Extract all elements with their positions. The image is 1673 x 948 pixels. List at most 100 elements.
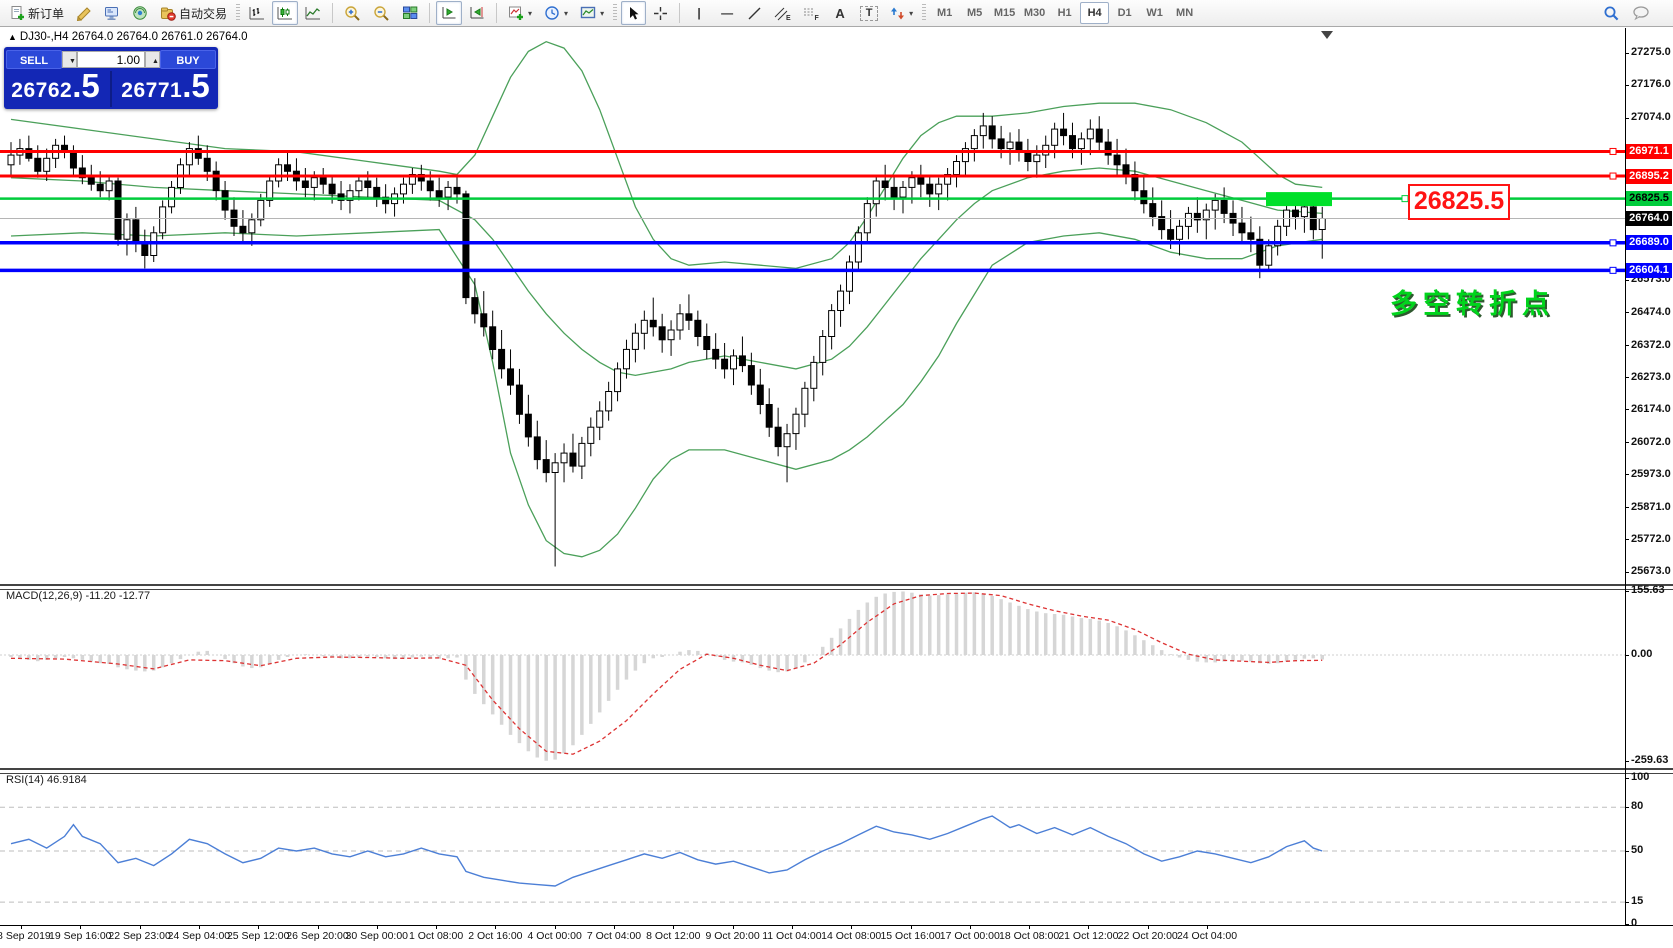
candle (837, 290, 845, 312)
indicators-button[interactable]: ▾ (503, 1, 537, 25)
hline-handle[interactable] (1609, 239, 1617, 247)
terminal-button[interactable] (99, 1, 125, 25)
timeframe-m15[interactable]: M15 (993, 7, 1016, 19)
timeframe-m5[interactable]: M5 (966, 7, 983, 19)
zoom-out-button[interactable] (368, 1, 395, 25)
bar-chart-button[interactable] (244, 1, 270, 25)
candle (1051, 128, 1059, 146)
equidistant-channel-tool[interactable]: E (769, 1, 796, 25)
volume-stepper: ▼ ▲ (62, 51, 160, 68)
search-button[interactable] (1598, 1, 1625, 25)
candle (221, 190, 229, 211)
candlestick-chart-button[interactable] (272, 1, 299, 25)
broadcast-button[interactable] (127, 1, 153, 25)
timeframe-m1[interactable]: M1 (936, 7, 953, 19)
y-axis-tick: 25772.0 (1631, 532, 1671, 545)
rsi-splitter[interactable] (0, 768, 1673, 774)
tile-windows-icon (403, 6, 418, 19)
candle (480, 313, 488, 328)
time-axis-tickmark (436, 925, 438, 929)
green-highlight-rect[interactable] (1266, 192, 1332, 207)
line-chart-button[interactable] (300, 1, 326, 25)
svg-text:E: E (786, 15, 791, 21)
candle (426, 180, 434, 192)
time-axis-tickmark (851, 925, 853, 929)
fibonacci-icon: F (804, 8, 820, 21)
time-axis-label: 22 Sep 23:00 (108, 930, 171, 942)
rsi-canvas[interactable] (0, 772, 1625, 924)
cursor-button[interactable] (621, 1, 647, 25)
chart-shift-button[interactable] (464, 1, 490, 25)
candle (507, 368, 515, 386)
sell-price[interactable]: 26762.5 (4, 69, 107, 107)
hline-handle[interactable] (1609, 147, 1617, 155)
crayon-button[interactable] (71, 1, 97, 25)
timeframe-w1[interactable]: W1 (1146, 7, 1163, 19)
y-axis-tickmark (1625, 474, 1629, 476)
autotrading-label: 自动交易 (179, 6, 228, 21)
autotrading-icon (161, 7, 176, 21)
chart-title: ▲ DJ30-,H4 26764.0 26764.0 26761.0 26764.… (8, 31, 248, 43)
sell-button[interactable]: SELL (6, 50, 62, 69)
candle (774, 426, 782, 448)
buy-price[interactable]: 26771.5 (114, 69, 217, 107)
y-axis-tickmark (1625, 312, 1629, 313)
candle (551, 462, 559, 473)
hline-handle[interactable] (1609, 172, 1617, 180)
periods-button[interactable]: ▾ (539, 1, 573, 25)
macd-splitter[interactable] (0, 584, 1673, 590)
time-axis-tickmark (80, 925, 82, 929)
candle (703, 336, 711, 350)
arrows-tool[interactable]: ▾ (885, 1, 918, 25)
text-tool[interactable]: A (827, 1, 853, 25)
horizontal-line-tool[interactable]: — (714, 1, 740, 25)
autotrading-button[interactable]: 自动交易 (155, 1, 232, 25)
main-chart-canvas[interactable] (0, 28, 1625, 584)
crosshair-button[interactable] (648, 1, 673, 25)
y-axis-tickmark (1625, 409, 1629, 411)
timeframe-d1[interactable]: D1 (1117, 7, 1132, 19)
volume-input[interactable] (77, 51, 145, 68)
timeframe-mn[interactable]: MN (1176, 7, 1194, 19)
hline-handle[interactable] (1609, 266, 1617, 274)
volume-increase-button[interactable]: ▲ (145, 51, 160, 68)
time-axis-label: 24 Sep 04:00 (167, 930, 231, 942)
macd-signal-line (10, 592, 1323, 755)
time-axis-label: 17 Oct 00:00 (939, 930, 1000, 942)
fibonacci-tool[interactable]: F (798, 1, 825, 25)
turning-point-note[interactable]: 多空转折点 (1390, 289, 1555, 319)
trendline-tool[interactable] (742, 1, 767, 25)
macd-axis-tickmark (1625, 590, 1629, 592)
candle (765, 404, 773, 428)
timeframe-m30[interactable]: M30 (1023, 7, 1046, 19)
chat-button[interactable] (1627, 1, 1655, 25)
macd-axis-tick: 155.63 (1631, 584, 1665, 597)
toolbar-separator (496, 3, 498, 23)
collapse-panel-icon[interactable]: ▲ (8, 32, 17, 42)
candle (694, 319, 702, 337)
buy-button[interactable]: BUY (160, 50, 216, 69)
y-axis-tick: 25871.0 (1631, 500, 1671, 513)
indicators-icon (509, 6, 524, 20)
auto-scroll-button[interactable] (436, 1, 463, 25)
text-label-tool[interactable]: T (855, 1, 883, 25)
tile-windows-button[interactable] (397, 1, 423, 25)
price-annotation-box[interactable]: 26825.5 (1408, 184, 1510, 220)
line-chart-icon (305, 7, 321, 20)
macd-canvas[interactable] (0, 588, 1625, 768)
time-axis-label: 9 Oct 20:00 (705, 930, 760, 942)
candle (489, 326, 497, 350)
candle (257, 199, 265, 221)
zoom-in-button[interactable] (339, 1, 366, 25)
trendline-icon (748, 7, 761, 19)
vertical-line-tool[interactable]: | (686, 1, 712, 25)
candle (854, 232, 862, 263)
time-axis-label: 25 Sep 12:00 (226, 930, 290, 942)
timeframe-h4[interactable]: H4 (1080, 2, 1110, 24)
bar-chart-icon (249, 7, 265, 20)
new-order-button[interactable]: 新订单 (4, 1, 69, 25)
volume-decrease-button[interactable]: ▼ (62, 51, 77, 68)
templates-button[interactable]: ▾ (575, 1, 609, 25)
timeframe-h1[interactable]: H1 (1057, 7, 1072, 19)
